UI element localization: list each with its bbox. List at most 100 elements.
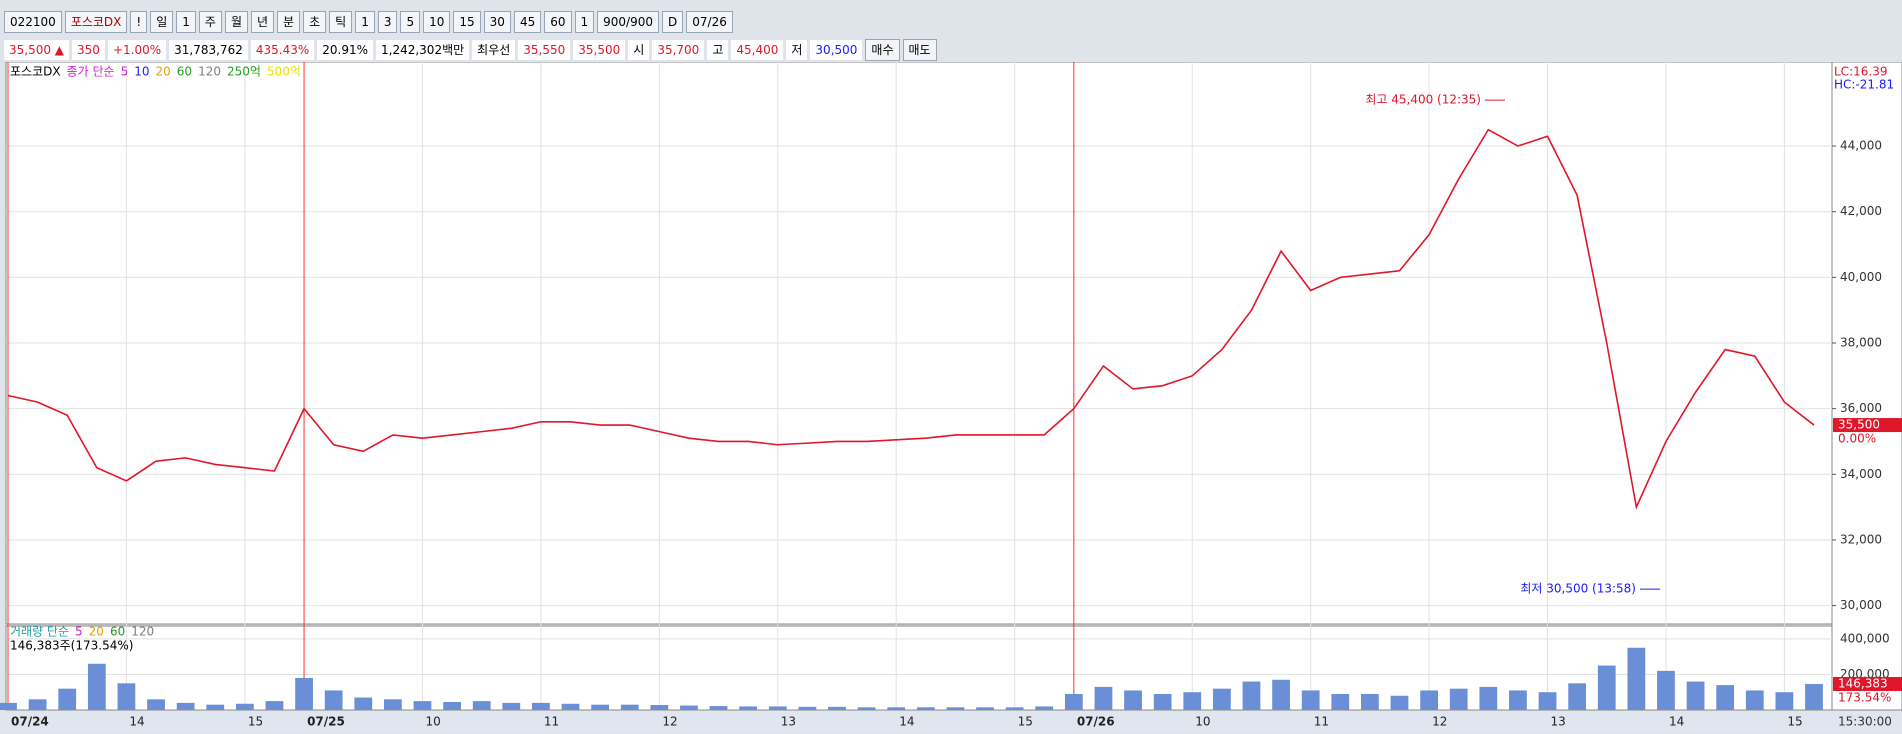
volume-bar [58, 688, 77, 710]
y-tick-label: 32,000 [1840, 532, 1882, 546]
toolbar-button[interactable]: 주 [198, 11, 222, 33]
x-tick-label: 14 [129, 715, 144, 729]
toolbar-button[interactable]: D [662, 11, 684, 33]
info-item: 31,783,762 [169, 40, 248, 60]
legend-item: 거래량 단순 [10, 625, 69, 639]
last-volume-pct: 173.54% [1838, 690, 1891, 704]
volume-bar [650, 705, 669, 710]
volume-bar [1805, 683, 1823, 710]
toolbar-button[interactable]: 일 [150, 11, 174, 33]
toolbar-button[interactable]: 1 [355, 11, 375, 33]
volume-bar [857, 707, 876, 710]
toolbar-button[interactable]: 60 [544, 11, 572, 33]
info-item: 저 [786, 40, 808, 60]
toolbar-button[interactable]: 07/26 [686, 11, 733, 33]
volume-bar [117, 683, 136, 710]
x-tick-label: 11 [1314, 715, 1329, 729]
volume-bar [798, 706, 817, 710]
toolbar-button[interactable]: 5 [400, 11, 421, 33]
volume-bar [1627, 647, 1646, 710]
toolbar-button[interactable]: 틱 [329, 11, 353, 33]
toolbar-button[interactable]: 3 [377, 11, 398, 33]
volume-bar [384, 699, 402, 710]
volume-bar [1597, 665, 1616, 710]
info-item: 350 [72, 40, 105, 60]
y-tick-label: 44,000 [1840, 139, 1882, 153]
volume-bar [1479, 686, 1498, 710]
info-item[interactable]: 매수 [865, 39, 900, 61]
volume-bar [87, 663, 106, 710]
volume-bar [206, 704, 225, 710]
x-tick-label: 10 [1195, 715, 1210, 729]
info-item: +1.00% [107, 40, 167, 60]
info-item: 30,500 [810, 40, 863, 60]
volume-bar [1035, 706, 1054, 710]
info-item: 35,500 ▲ [4, 40, 70, 60]
legend-item: 60 [177, 65, 192, 79]
y-tick-label: 38,000 [1840, 336, 1882, 350]
stock-code[interactable]: 022100 [4, 11, 62, 33]
x-tick-label: 13 [781, 715, 796, 729]
volume-bar [1153, 694, 1172, 710]
volume-bar [1183, 692, 1202, 710]
toolbar-button[interactable]: 1 [176, 11, 196, 33]
legend-item: 500억 [267, 65, 301, 79]
corner-label: HC:-21.81 [1834, 78, 1894, 92]
legend-item: 120 [131, 625, 154, 639]
time-label: 15:30:00 [1838, 715, 1892, 729]
toolbar-button[interactable]: 10 [423, 11, 451, 33]
y-tick-label: 30,000 [1840, 598, 1882, 612]
x-tick-label: 14 [899, 715, 914, 729]
volume-bar [1212, 688, 1231, 710]
toolbar-button[interactable]: 900/900 [597, 11, 660, 33]
toolbar-button[interactable]: 분 [277, 11, 301, 33]
volume-bar [1538, 692, 1557, 710]
x-tick-label: 07/26 [1077, 715, 1115, 729]
volume-bar [413, 701, 432, 710]
volume-bar [1745, 690, 1764, 710]
x-tick-label: 11 [544, 715, 559, 729]
toolbar-button[interactable]: 월 [224, 11, 248, 33]
axis-bg [1831, 62, 1902, 711]
price-line [7, 128, 1815, 510]
volume-bar [946, 707, 965, 710]
info-item[interactable]: 매도 [902, 39, 937, 61]
volume-summary: 146,383주(173.54%) [10, 639, 133, 653]
volume-bar [1509, 690, 1527, 710]
toolbar-button[interactable]: 년 [251, 11, 275, 33]
volume-bar [916, 707, 935, 710]
toolbar-button[interactable]: 초 [303, 11, 327, 33]
volume-bar [0, 702, 17, 710]
volume-bar [768, 706, 787, 710]
legend-item: 20 [156, 65, 171, 79]
x-tick-label: 15 [1787, 715, 1802, 729]
info-item: 435.43% [250, 40, 315, 60]
toolbar-button[interactable]: 15 [453, 11, 481, 33]
volume-bar [591, 704, 610, 710]
annotation: 최저 30,500 (13:58) [1520, 582, 1636, 596]
x-tick-label: 07/25 [307, 715, 345, 729]
volume-bar [295, 678, 313, 710]
volume-bar [1568, 683, 1587, 710]
x-tick-label: 07/24 [11, 715, 49, 729]
legend-item: 250억 [227, 65, 261, 79]
toolbar-button[interactable]: 30 [483, 11, 511, 33]
stock-name[interactable]: 포스코DX [64, 11, 128, 33]
volume-bar [1094, 686, 1113, 710]
chart: 30,000 32,000 34,000 36,000 38,000 40,000 42,0… [0, 62, 1902, 733]
volume-bar [1420, 690, 1438, 710]
info-item: 시 [628, 40, 650, 60]
toolbar-button[interactable]: 1 [574, 11, 595, 33]
toolbar: 022100 포스코DX ! 일 1 주 월 년 분 초 틱 1 3 5 10 15 30 45 60 1 900/… [4, 10, 733, 34]
volume-bar [1449, 688, 1468, 710]
last-volume: 146,383 [1838, 676, 1888, 690]
volume-bar [561, 703, 580, 710]
toolbar-button[interactable]: 45 [513, 11, 542, 33]
info-item: 35,700 [652, 40, 705, 60]
toolbar-button[interactable]: ! [130, 11, 148, 33]
volume-bar [324, 690, 343, 710]
last-change: 0.00% [1838, 432, 1876, 446]
volume-bar [1686, 681, 1705, 710]
volume-bar [1331, 694, 1350, 710]
volume-bar [1390, 695, 1409, 710]
